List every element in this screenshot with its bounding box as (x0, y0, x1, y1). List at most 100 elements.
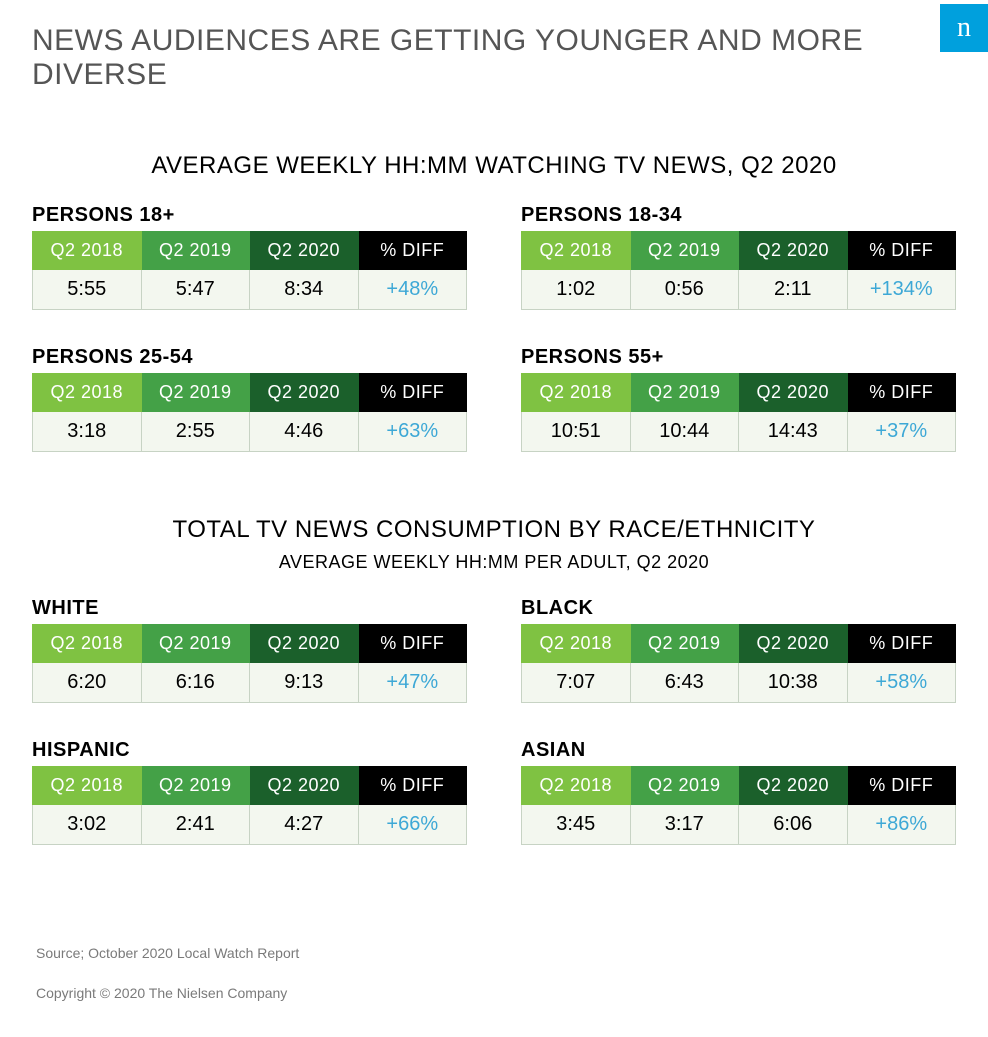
table-row: 3:182:554:46+63% (33, 412, 467, 452)
section2-title: TOTAL TV NEWS CONSUMPTION BY RACE/ETHNIC… (32, 516, 956, 544)
panel-label: WHITE (32, 597, 467, 620)
column-header: % DIFF (358, 625, 467, 663)
column-header: Q2 2018 (33, 625, 142, 663)
data-cell: 10:51 (522, 412, 631, 452)
data-cell: 0:56 (630, 270, 739, 310)
table-row: 3:453:176:06+86% (522, 805, 956, 845)
data-panel: PERSONS 18-34Q2 2018Q2 2019Q2 2020% DIFF… (521, 204, 956, 310)
data-cell: 3:02 (33, 805, 142, 845)
section1-grid: PERSONS 18+Q2 2018Q2 2019Q2 2020% DIFF5:… (32, 204, 956, 452)
column-header: Q2 2018 (522, 232, 631, 270)
data-panel: PERSONS 25-54Q2 2018Q2 2019Q2 2020% DIFF… (32, 346, 467, 452)
data-cell: 9:13 (250, 663, 359, 703)
column-header: % DIFF (847, 625, 956, 663)
panel-label: PERSONS 55+ (521, 346, 956, 369)
data-cell: 5:55 (33, 270, 142, 310)
column-header: Q2 2018 (522, 625, 631, 663)
column-header: Q2 2019 (630, 767, 739, 805)
data-cell: 3:18 (33, 412, 142, 452)
data-panel: WHITE Q2 2018Q2 2019Q2 2020% DIFF6:206:16… (32, 597, 467, 703)
column-header: % DIFF (847, 767, 956, 805)
column-header: Q2 2019 (141, 232, 250, 270)
column-header: Q2 2019 (141, 625, 250, 663)
data-table: Q2 2018Q2 2019Q2 2020% DIFF5:555:478:34+… (32, 231, 467, 310)
data-cell: 4:46 (250, 412, 359, 452)
section2-grid: WHITEQ2 2018Q2 2019Q2 2020% DIFF6:206:16… (32, 597, 956, 845)
footer-copyright: Copyright © 2020 The Nielsen Company (36, 985, 952, 1001)
column-header: Q2 2020 (739, 767, 848, 805)
panel-label: ASIAN (521, 739, 956, 762)
diff-cell: +58% (847, 663, 956, 703)
data-cell: 8:34 (250, 270, 359, 310)
table-row: 1:020:562:11+134% (522, 270, 956, 310)
data-cell: 2:11 (739, 270, 848, 310)
panel-label: HISPANIC (32, 739, 467, 762)
data-cell: 10:44 (630, 412, 739, 452)
data-table: Q2 2018Q2 2019Q2 2020% DIFF1:020:562:11+… (521, 231, 956, 310)
column-header: Q2 2020 (739, 232, 848, 270)
data-table: Q2 2018Q2 2019Q2 2020% DIFF3:022:414:27+… (32, 766, 467, 845)
data-cell: 7:07 (522, 663, 631, 703)
data-panel: BLACKQ2 2018Q2 2019Q2 2020% DIFF7:076:43… (521, 597, 956, 703)
footer: Source; October 2020 Local Watch Report … (0, 933, 988, 1037)
infographic-container: NEWS AUDIENCES ARE GETTING YOUNGER AND M… (0, 0, 988, 933)
column-header: Q2 2020 (250, 232, 359, 270)
column-header: % DIFF (847, 374, 956, 412)
column-header: % DIFF (358, 232, 467, 270)
data-cell: 1:02 (522, 270, 631, 310)
column-header: Q2 2020 (250, 625, 359, 663)
column-header: Q2 2018 (33, 374, 142, 412)
data-cell: 4:27 (250, 805, 359, 845)
diff-cell: +47% (358, 663, 467, 703)
data-cell: 14:43 (739, 412, 848, 452)
diff-cell: +134% (847, 270, 956, 310)
column-header: Q2 2020 (739, 625, 848, 663)
data-panel: ASIAN Q2 2018Q2 2019Q2 2020% DIFF3:453:17… (521, 739, 956, 845)
table-row: 6:206:169:13+47% (33, 663, 467, 703)
column-header: Q2 2019 (630, 374, 739, 412)
data-cell: 3:17 (630, 805, 739, 845)
column-header: Q2 2018 (33, 767, 142, 805)
section2-subtitle: AVERAGE WEEKLY HH:MM PER ADULT, Q2 2020 (32, 552, 956, 573)
column-header: % DIFF (358, 767, 467, 805)
data-table: Q2 2018Q2 2019Q2 2020% DIFF7:076:4310:38… (521, 624, 956, 703)
column-header: Q2 2019 (630, 232, 739, 270)
diff-cell: +48% (358, 270, 467, 310)
diff-cell: +86% (847, 805, 956, 845)
data-cell: 10:38 (739, 663, 848, 703)
data-cell: 6:06 (739, 805, 848, 845)
data-cell: 6:16 (141, 663, 250, 703)
data-panel: PERSONS 18+Q2 2018Q2 2019Q2 2020% DIFF5:… (32, 204, 467, 310)
main-title: NEWS AUDIENCES ARE GETTING YOUNGER AND M… (32, 24, 956, 92)
column-header: Q2 2020 (250, 374, 359, 412)
table-row: 10:5110:4414:43+37% (522, 412, 956, 452)
data-table: Q2 2018Q2 2019Q2 2020% DIFF10:5110:4414:… (521, 373, 956, 452)
panel-label: PERSONS 25-54 (32, 346, 467, 369)
column-header: Q2 2020 (250, 767, 359, 805)
table-row: 3:022:414:27+66% (33, 805, 467, 845)
column-header: Q2 2019 (141, 767, 250, 805)
data-cell: 6:43 (630, 663, 739, 703)
table-row: 7:076:4310:38+58% (522, 663, 956, 703)
column-header: Q2 2018 (33, 232, 142, 270)
diff-cell: +66% (358, 805, 467, 845)
table-row: 5:555:478:34+48% (33, 270, 467, 310)
data-panel: HISPANICQ2 2018Q2 2019Q2 2020% DIFF3:022… (32, 739, 467, 845)
diff-cell: +63% (358, 412, 467, 452)
column-header: Q2 2020 (739, 374, 848, 412)
data-cell: 5:47 (141, 270, 250, 310)
column-header: % DIFF (358, 374, 467, 412)
data-panel: PERSONS 55+Q2 2018Q2 2019Q2 2020% DIFF10… (521, 346, 956, 452)
data-table: Q2 2018Q2 2019Q2 2020% DIFF3:182:554:46+… (32, 373, 467, 452)
nielsen-logo: n (940, 4, 988, 52)
column-header: Q2 2019 (630, 625, 739, 663)
data-cell: 2:55 (141, 412, 250, 452)
panel-label: BLACK (521, 597, 956, 620)
section1-title: AVERAGE WEEKLY HH:MM WATCHING TV NEWS, Q… (32, 152, 956, 180)
column-header: Q2 2018 (522, 767, 631, 805)
column-header: % DIFF (847, 232, 956, 270)
diff-cell: +37% (847, 412, 956, 452)
data-cell: 2:41 (141, 805, 250, 845)
column-header: Q2 2018 (522, 374, 631, 412)
footer-source: Source; October 2020 Local Watch Report (36, 945, 952, 961)
